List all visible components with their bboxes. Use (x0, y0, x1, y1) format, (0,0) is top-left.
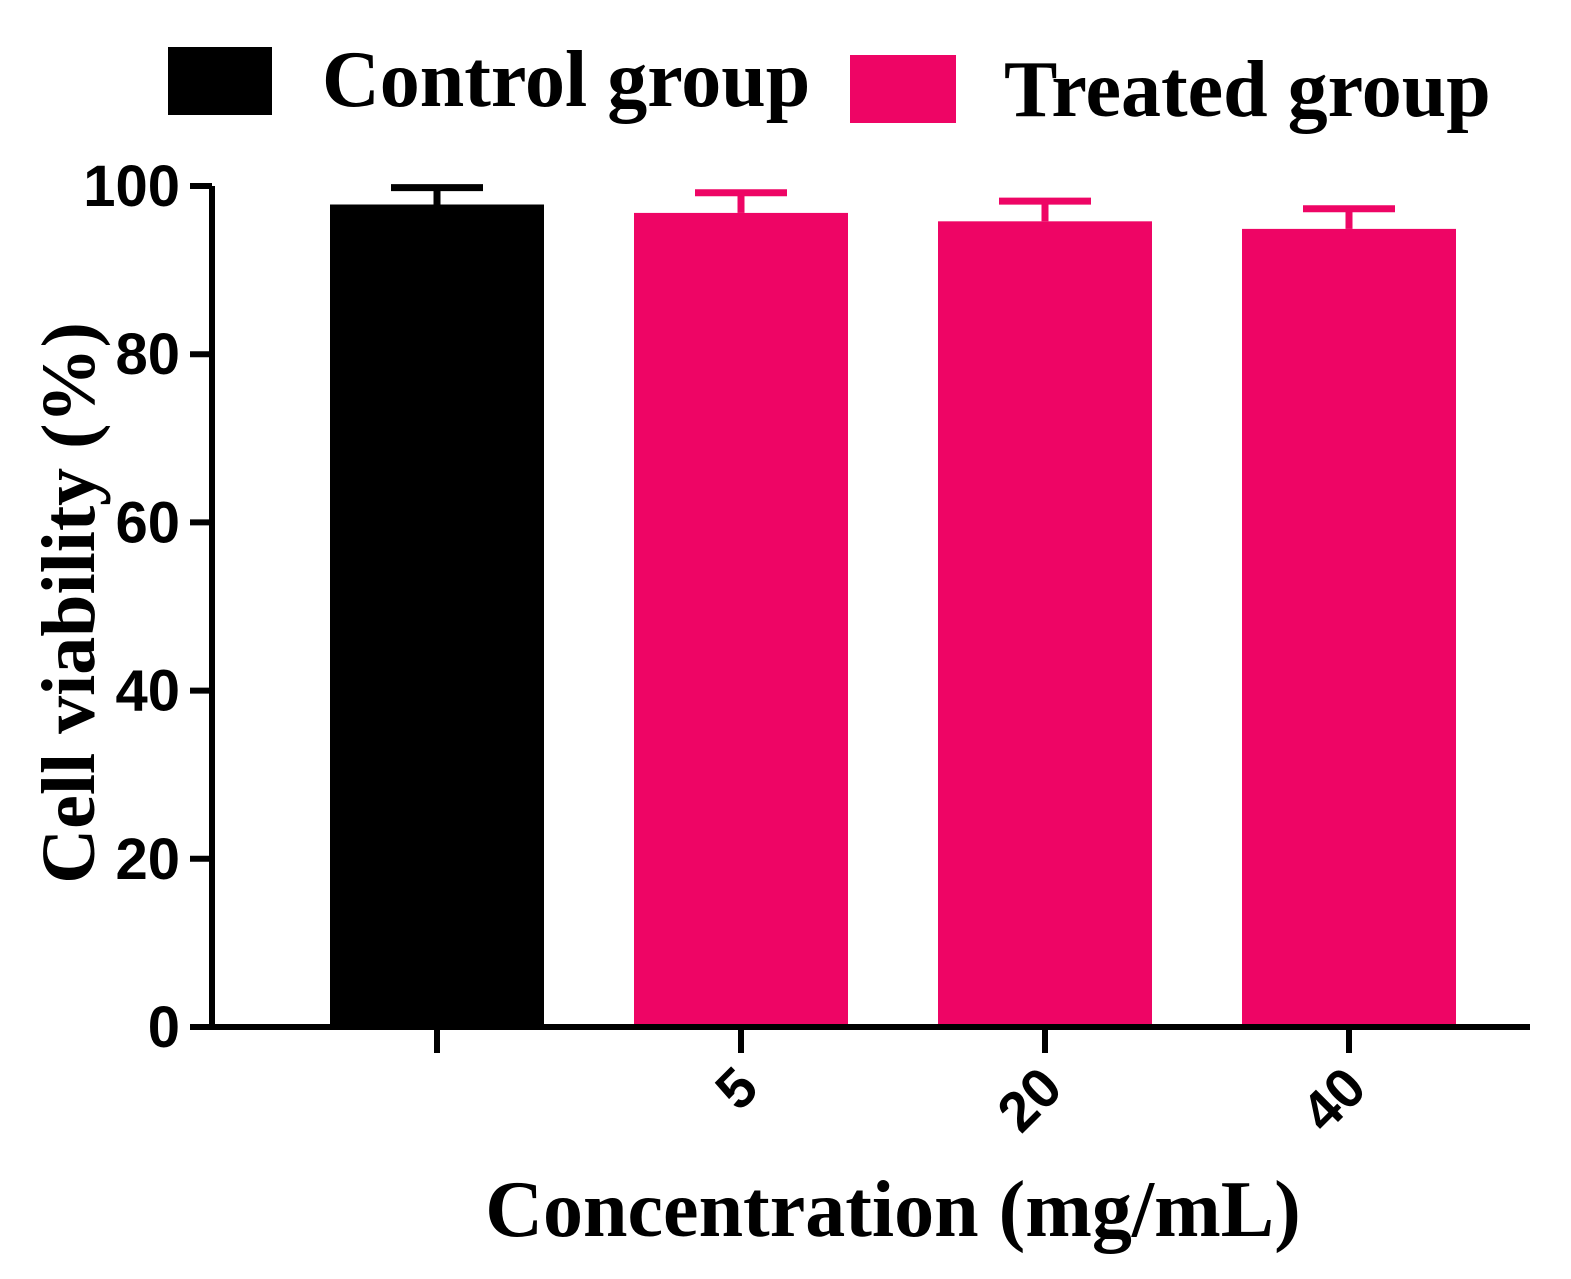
axes-group (209, 186, 1530, 1030)
legend: Control group Treated group (168, 36, 1491, 134)
bars-group (330, 204, 1456, 1028)
bar-40 (1242, 228, 1456, 1028)
bar-20 (938, 221, 1152, 1027)
error-bars-group (391, 184, 1395, 229)
legend-swatch-treated (850, 55, 956, 123)
y-axis-title: Cell viability (%) (27, 322, 111, 884)
legend-swatch-control (168, 47, 272, 115)
y-tick-label: 80 (115, 322, 180, 387)
y-tick-label: 0 (148, 995, 180, 1060)
y-tick-label: 100 (83, 154, 180, 219)
legend-label-treated: Treated group (1004, 46, 1491, 134)
bar-5 (634, 212, 848, 1028)
x-tick-label: 40 (1289, 1055, 1378, 1144)
x-ticks-group: 5 20 40 (434, 1027, 1378, 1144)
y-tick-label: 40 (115, 659, 180, 724)
y-tick-label: 60 (115, 490, 180, 555)
x-tick-label: 5 (703, 1055, 770, 1122)
legend-label-control: Control group (322, 36, 810, 124)
x-axis-title: Concentration (mg/mL) (485, 1166, 1300, 1254)
y-tick-label: 20 (115, 827, 180, 892)
x-tick-label: 20 (985, 1055, 1074, 1144)
bar-control (330, 204, 544, 1027)
y-ticks-group: 0 20 40 60 80 100 (83, 154, 212, 1060)
